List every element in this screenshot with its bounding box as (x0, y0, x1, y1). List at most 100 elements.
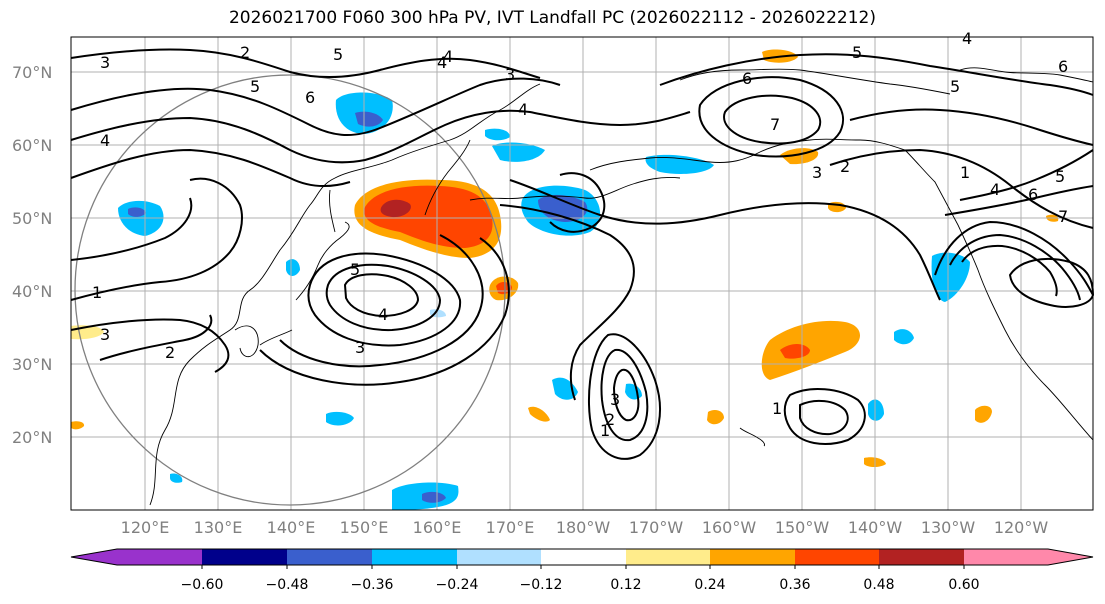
contour-label: 6 (742, 69, 752, 88)
colorbar-segment (710, 549, 795, 565)
contour-label: 2 (165, 343, 175, 362)
contour-cutoff-low-2 (600, 348, 649, 442)
contour-arctic-2 (849, 108, 1094, 146)
lon-label-180w: 180°W (556, 518, 611, 537)
map-panel: 2 3 5 4 4 5 6 4 3 4 1 3 2 5 4 3 3 2 1 6 … (70, 29, 1095, 511)
contour-westpac-ridge-1 (70, 177, 243, 301)
colorbar-segment (964, 549, 1093, 565)
coast-alaska-north (679, 68, 951, 95)
contour-subtropical-low (307, 252, 462, 347)
colorbar-segment (541, 549, 626, 565)
colorbar-tick-label: −0.36 (351, 577, 394, 593)
pv-anomaly-negative-alaska1 (485, 128, 510, 141)
contour-label: 5 (350, 260, 360, 279)
contour-west-coast-trough-3 (961, 244, 1058, 297)
pv-anomaly-negative-tiny6 (894, 329, 914, 345)
contour-label: 5 (333, 45, 343, 64)
pv-anomaly-negative-gulf (645, 154, 714, 174)
coast-kamchatka (424, 139, 471, 216)
coast-hawaii (739, 427, 765, 447)
lon-label-160w: 160°W (702, 518, 757, 537)
pv-anomaly-positive-subtropical (761, 320, 861, 380)
contour-cutoff-low-3 (612, 368, 640, 422)
contour-west-pac-2 (259, 237, 510, 386)
pv-anomaly-positive-tiny2 (528, 406, 550, 422)
contour-label: 6 (1058, 57, 1068, 76)
coast-arctic-islands (959, 67, 1094, 83)
coast-sakhalin (329, 189, 336, 233)
contour-label: 7 (770, 115, 780, 134)
contour-label: 5 (852, 43, 862, 62)
contour-label: 1 (960, 163, 970, 182)
coast-korea (234, 325, 259, 358)
contour-west-coast-ridge-2 (944, 185, 1094, 216)
lon-label-150w: 150°W (775, 518, 830, 537)
contour-west-coast-ridge (959, 149, 1094, 201)
contour-arctic-1 (659, 53, 1094, 96)
landfall-radius-circle (74, 74, 506, 506)
colorbar-segment (457, 549, 541, 565)
contour-central-pac (499, 204, 635, 401)
lon-label-120w: 120°W (994, 518, 1049, 537)
lon-label-150e: 150°E (340, 518, 389, 537)
coast-asia-east (149, 83, 541, 506)
pv-anomaly-negative-arctic-core (355, 111, 383, 127)
contour-label: 4 (437, 53, 447, 72)
colorbar-tick-label: 0.60 (948, 577, 979, 593)
contour-label: 4 (990, 180, 1000, 199)
pv-anomaly-negative-westcoast (931, 252, 970, 302)
contour-label: 1 (600, 421, 610, 440)
contour-subtropical-low-core (343, 273, 420, 318)
pv-anomaly-negative-tiny3-core (422, 491, 446, 503)
pv-contours (70, 48, 1095, 460)
lon-label-130w: 130°W (921, 518, 976, 537)
contour-subtropical-east-1 (783, 388, 866, 445)
contour-label: 1 (92, 283, 102, 302)
contour-label: 7 (1058, 207, 1068, 226)
contour-label: 4 (100, 131, 110, 150)
contour-label-group: 2 3 5 4 4 5 6 4 3 4 1 3 2 5 4 3 3 2 1 6 … (92, 29, 1068, 440)
lat-label-40n: 40°N (12, 282, 52, 301)
contour-subtropical-east-2 (799, 399, 849, 436)
contour-label: 4 (962, 29, 972, 48)
contour-label: 6 (1028, 185, 1038, 204)
contour-alaska-high-1 (698, 76, 845, 158)
contour-north-4 (70, 48, 541, 79)
contour-westpac-ridge-4 (99, 314, 213, 361)
contour-subtropical-low-inner (325, 263, 442, 332)
lat-label-30n: 30°N (12, 355, 52, 374)
colorbar-tick-label: 0.24 (694, 577, 725, 593)
contour-east-1 (829, 148, 1094, 229)
lon-label-130e: 130°E (194, 518, 243, 537)
colorbar-tick-label: −0.48 (266, 577, 309, 593)
colorbar-segment (71, 549, 202, 565)
lon-label-160e: 160°E (413, 518, 462, 537)
contour-cutoff-low-1 (587, 333, 661, 460)
pv-anomaly-negative-tiny2 (326, 411, 354, 426)
colorbar-segment (202, 549, 287, 565)
lat-label-70n: 70°N (12, 63, 52, 82)
contour-label: 3 (100, 53, 110, 72)
contour-label: 3 (812, 163, 822, 182)
contour-label: 3 (355, 338, 365, 357)
pv-anomaly-core-kuril (380, 199, 411, 218)
contour-label: 5 (950, 77, 960, 96)
lat-label-20n: 20°N (12, 428, 52, 447)
pv-anomaly-negative-tiny5 (868, 399, 884, 421)
contour-north-1 (70, 77, 561, 136)
contour-label: 3 (610, 390, 620, 409)
contour-alaska-high-2 (723, 94, 822, 145)
contour-label: 4 (518, 100, 528, 119)
contour-label: 3 (100, 325, 110, 344)
contour-label: 6 (305, 88, 315, 107)
colorbar-tick-label: 0.36 (779, 577, 810, 593)
colorbar-tick-label: 0.12 (610, 577, 641, 593)
colorbar-tick-label: 0.48 (863, 577, 894, 593)
contour-central-pac-2 (509, 179, 941, 301)
contour-westpac-ridge-2 (70, 318, 230, 373)
contour-west-coast-trough-2 (949, 233, 1081, 301)
contour-label: 5 (1055, 167, 1065, 186)
pv-anomaly-positive-tiny5 (975, 405, 992, 423)
contour-westpac-ridge-3 (70, 197, 193, 261)
